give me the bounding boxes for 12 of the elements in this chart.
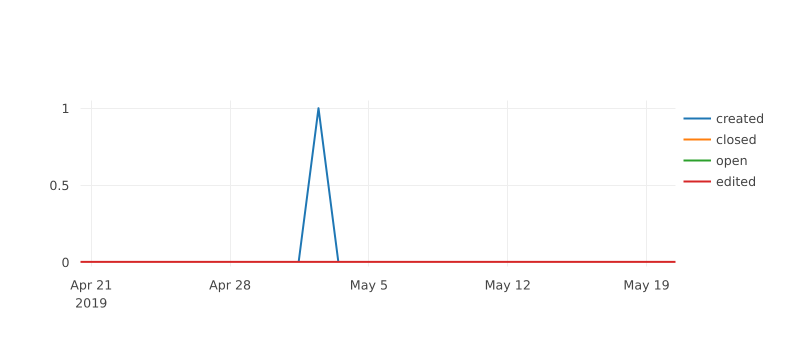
x-tick-label: Apr 28 [209, 278, 252, 292]
legend-label: created [716, 110, 764, 126]
x-tick-label: May 12 [484, 278, 531, 292]
y-tick-label: 0 [61, 254, 70, 270]
y-tick-label: 1 [61, 101, 70, 116]
legend-label: closed [716, 132, 757, 146]
legend-label: open [716, 152, 748, 168]
x-tick-label: May 5 [350, 278, 388, 292]
x-tick-label: May 19 [623, 278, 670, 292]
x-tick-label: Apr 21 2019 [70, 278, 112, 310]
y-tick-label: 0.5 [49, 178, 70, 194]
legend-label: edited [716, 174, 756, 188]
